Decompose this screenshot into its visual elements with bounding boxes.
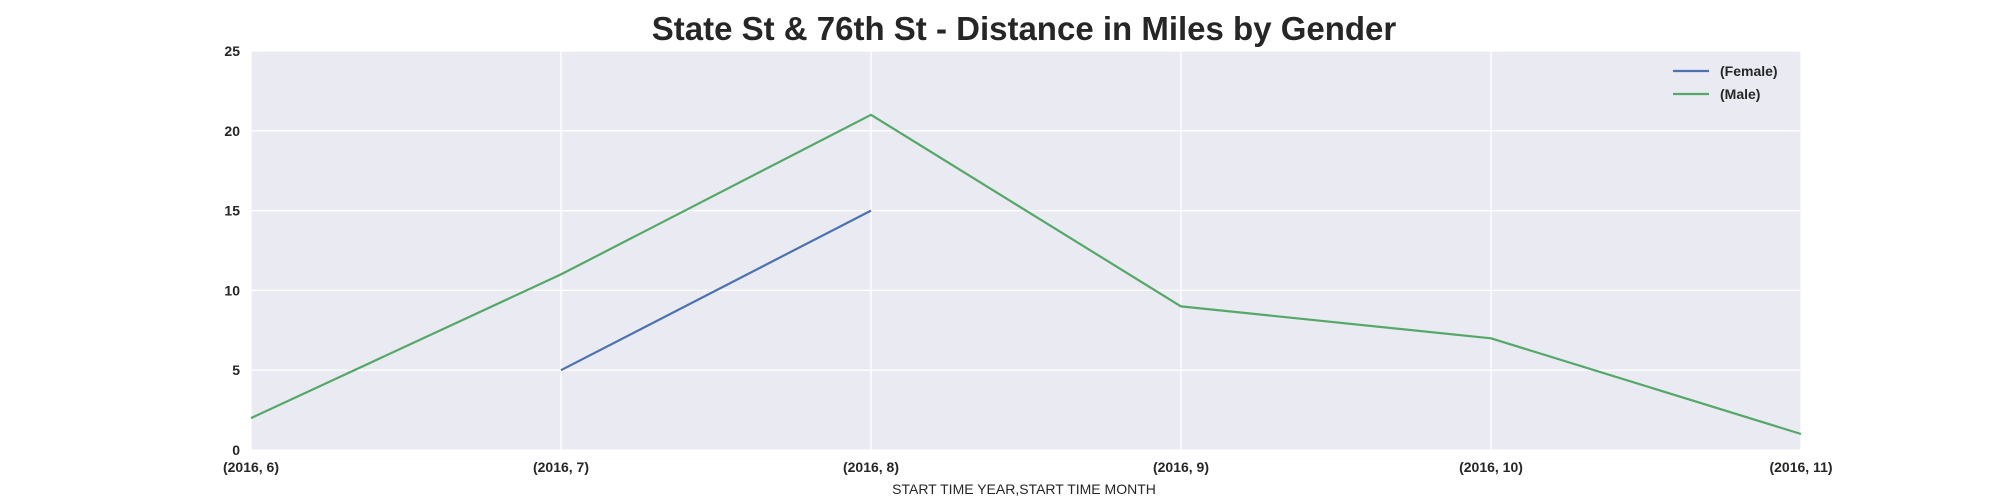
plot-area [251, 51, 1801, 450]
series-lines [250, 113, 1802, 436]
x-tick-label: (2016, 9) [1153, 459, 1209, 475]
chart-title: State St & 76th St - Distance in Miles b… [651, 10, 1397, 47]
x-tick-label: (2016, 7) [533, 459, 589, 475]
y-tick-label: 25 [224, 43, 240, 59]
x-tick-label: (2016, 11) [1769, 459, 1832, 475]
y-tick-label: 0 [232, 442, 240, 458]
legend-label-female: (Female) [1720, 63, 1778, 79]
y-tick-label: 20 [224, 123, 240, 139]
x-axis-label: START TIME YEAR,START TIME MONTH [892, 481, 1156, 497]
legend-label-male: (Male) [1720, 86, 1760, 102]
y-tick-label: 10 [224, 282, 240, 298]
series-line-female [560, 209, 872, 372]
y-tick-label: 15 [224, 203, 240, 219]
grid-lines [250, 50, 1802, 451]
x-tick-label: (2016, 10) [1459, 459, 1523, 475]
series-line-male [250, 113, 1802, 436]
x-tick-label: (2016, 8) [843, 459, 899, 475]
x-tick-label: (2016, 6) [223, 459, 279, 475]
tick-labels: 0 5 10 15 20 25 (2016, 6) (2016, 7) (2016, 8) (20… [223, 43, 1833, 475]
y-tick-label: 5 [232, 362, 240, 378]
legend: (Female) (Male) [1673, 63, 1778, 102]
